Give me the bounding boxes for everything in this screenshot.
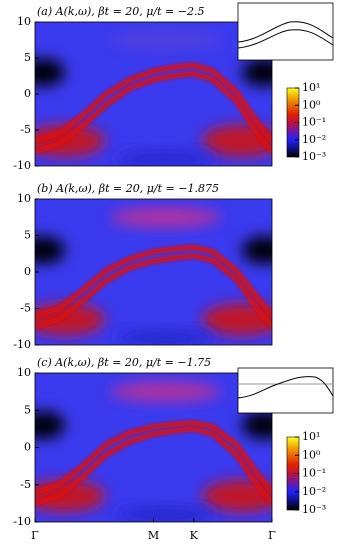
x-tick-label: Γ	[31, 529, 39, 542]
y-tick-label: -10	[13, 159, 31, 172]
band	[35, 62, 272, 144]
y-tick-label: -10	[13, 515, 31, 528]
y-tick-label: 0	[24, 87, 31, 100]
x-tick-label: M	[148, 529, 159, 542]
heatmap-region	[115, 329, 216, 345]
x-tick-label: K	[190, 529, 199, 542]
panel-title: (b) A(k,ω), βt = 20, μ/t = −1.875	[37, 182, 219, 195]
y-tick-label: 10	[17, 15, 31, 28]
y-tick-label: 10	[17, 366, 31, 379]
heatmap-region	[35, 236, 65, 265]
y-tick-label: 10	[17, 192, 31, 205]
band	[35, 426, 272, 506]
heatmap-region	[110, 30, 221, 50]
heatmap-region	[115, 506, 216, 522]
heatmap-region	[242, 411, 272, 440]
y-tick-label: 5	[24, 51, 31, 64]
band	[35, 244, 272, 319]
inset-frame	[237, 367, 334, 414]
heatmap	[35, 22, 272, 166]
colorbar-tick-label: 10⁻³	[302, 150, 326, 163]
y-tick-label: -10	[13, 338, 31, 351]
colorbar-tick-label: 10⁰	[302, 448, 321, 461]
y-tick-label: 0	[24, 441, 31, 454]
heatmap-region	[35, 58, 65, 87]
band	[35, 71, 272, 154]
heatmap-region	[202, 479, 272, 512]
y-tick-label: 5	[24, 229, 31, 242]
band	[35, 420, 272, 495]
heatmap-region	[110, 381, 221, 402]
y-tick-label: 0	[24, 265, 31, 278]
inset-curve	[237, 376, 334, 399]
colorbar-tick-label: 10¹	[302, 430, 320, 443]
heatmap-region	[202, 303, 272, 336]
heatmap-region	[35, 411, 65, 440]
heatmap	[35, 199, 272, 345]
y-tick-label: -5	[20, 123, 31, 136]
inset-curve	[237, 21, 334, 43]
panel-title: (c) A(k,ω), βt = 20, μ/t = −1.75	[37, 356, 211, 369]
band	[35, 253, 272, 330]
colorbar-tick-label: 10⁻¹	[302, 467, 326, 480]
colorbar-tick-label: 10⁻²	[302, 485, 326, 498]
y-tick-label: -5	[20, 478, 31, 491]
inset-curve	[237, 29, 334, 49]
y-tick-label: -5	[20, 302, 31, 315]
colorbar-tick-label: 10⁰	[302, 98, 321, 111]
colorbar-tick-label: 10⁻³	[302, 503, 326, 516]
x-tick-label: Γ	[268, 529, 276, 542]
heatmap	[35, 373, 272, 522]
colorbar-tick-label: 10⁻¹	[302, 116, 326, 129]
y-tick-label: 5	[24, 403, 31, 416]
heatmap-region	[242, 58, 272, 87]
heatmap-region	[110, 207, 221, 228]
panel-title: (a) A(k,ω), βt = 20, μ/t = −2.5	[37, 5, 204, 18]
heatmap-region	[115, 150, 216, 166]
colorbar-tick-label: 10⁻²	[302, 133, 326, 146]
colorbar-tick-label: 10¹	[302, 81, 320, 94]
heatmap-region	[242, 236, 272, 265]
